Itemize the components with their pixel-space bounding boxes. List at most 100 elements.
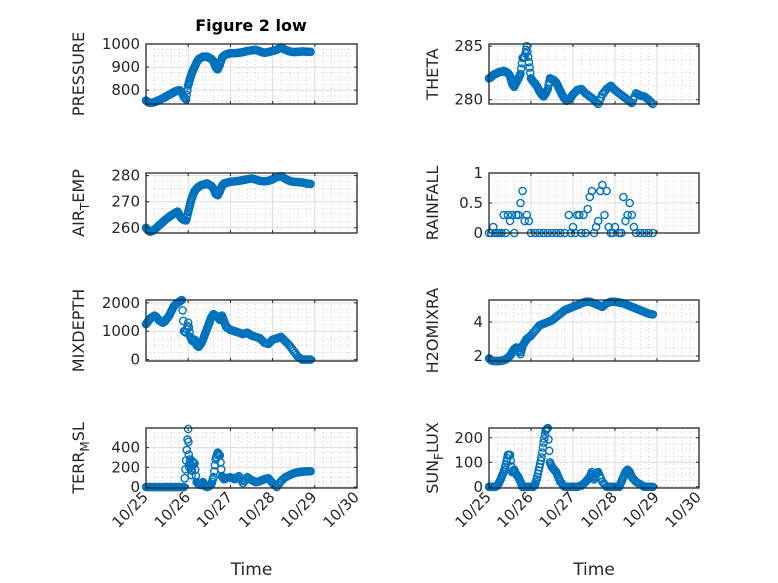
y-tick-label: 280: [111, 167, 140, 185]
x-axis-label: Time: [230, 560, 273, 580]
y-tick-label: 1000: [102, 322, 140, 340]
axes-box: [488, 427, 700, 489]
y-tick-label: 260: [111, 219, 140, 237]
data-point: [537, 453, 546, 462]
data-point: [184, 437, 193, 447]
data-point: [178, 306, 187, 315]
y-tick-label: 0.5: [459, 194, 483, 212]
y-tick-label: 4: [473, 313, 483, 331]
data-point: [516, 198, 525, 208]
data-point: [209, 472, 218, 482]
data-point: [179, 482, 189, 492]
data-point: [522, 41, 532, 51]
data-point: [306, 355, 315, 364]
subplot-terr_msl: 020040010/2510/2610/2710/2810/2910/30Tim…: [69, 422, 363, 580]
y-tick-label: 0: [130, 478, 140, 496]
data-point: [525, 63, 534, 72]
data-point: [183, 318, 193, 327]
y-axis-label: PRESSURE: [69, 32, 88, 116]
data-point: [306, 179, 315, 189]
data-point: [583, 204, 593, 214]
data-point: [183, 85, 192, 95]
axes-box: [488, 299, 700, 362]
data-point: [190, 465, 200, 474]
subplot-h2omixra: 2 4 H2OMIXRA: [423, 288, 700, 374]
data-point: [181, 95, 191, 104]
data-point: [536, 456, 546, 465]
data-point: [185, 327, 194, 337]
y-axis-label: MIXDEPTH: [69, 289, 88, 372]
data-point: [180, 473, 189, 483]
y-axis-label: RAINFALL: [423, 166, 442, 241]
y-tick-label: 900: [111, 58, 140, 76]
data-point: [282, 338, 291, 347]
y-tick-label: 270: [111, 193, 140, 211]
subplot-theta: 280 285 THETA: [423, 37, 700, 109]
y-tick-label: 100: [454, 453, 483, 471]
data-point: [540, 434, 549, 443]
x-tick-label: 10/26: [494, 488, 537, 531]
series-markers: [484, 41, 658, 109]
x-tick-label: 10/27: [193, 488, 236, 531]
data-point: [587, 186, 597, 196]
data-point: [627, 210, 637, 220]
data-point: [514, 210, 523, 220]
y-tick-label: 200: [454, 429, 483, 447]
y-axis-label: THETA: [423, 48, 442, 100]
data-point: [523, 52, 533, 62]
data-point: [523, 47, 532, 56]
series-markers: [141, 171, 315, 236]
y-tick-label: 0: [473, 224, 483, 242]
x-tick-label: 10/28: [578, 488, 621, 531]
data-point: [619, 192, 628, 202]
y-tick-label: 0: [130, 351, 140, 369]
subplot-pressure: 800 900 1000 PRESSURE: [69, 32, 358, 116]
y-tick-label: 285: [454, 37, 483, 55]
data-point: [178, 316, 188, 326]
data-point: [647, 98, 656, 107]
subplot-air_temp: 260 270 280 AIRTEMP: [69, 167, 358, 237]
data-point: [306, 466, 315, 476]
y-tick-label: 0: [473, 478, 483, 496]
data-point: [306, 47, 315, 57]
y-axis-label: TERRMSL: [69, 422, 92, 495]
x-tick-label: 10/29: [620, 488, 663, 531]
y-axis-label: SUNFLUX: [423, 422, 446, 494]
y-axis-label: H2OMIXRA: [423, 288, 442, 374]
data-point: [524, 216, 534, 226]
x-tick-label: 10/28: [235, 488, 278, 531]
data-point: [602, 186, 611, 196]
axes-box: [145, 427, 358, 489]
series-markers: [141, 43, 315, 108]
axes-box: [488, 43, 700, 105]
data-point: [579, 210, 588, 220]
y-tick-label: 1: [473, 164, 483, 182]
y-tick-label: 1000: [102, 35, 140, 53]
data-point: [499, 210, 509, 220]
data-point: [625, 198, 635, 208]
data-point: [564, 210, 574, 220]
y-tick-label: 280: [454, 91, 483, 109]
series-markers: [141, 295, 315, 364]
y-tick-label: 800: [111, 81, 140, 99]
axes-box: [145, 299, 358, 362]
y-tick-label: 2000: [102, 294, 140, 312]
data-point: [190, 459, 199, 468]
data-point: [507, 210, 517, 220]
data-point: [593, 216, 603, 226]
y-tick-label: 200: [111, 458, 140, 476]
subplot-sun_flux: 010020010/2510/2610/2710/2810/2910/30Tim…: [423, 422, 705, 580]
subplot-rainfall: 0 0.5 1 RAINFALL: [423, 164, 700, 242]
axes-box: [145, 43, 358, 105]
data-point: [505, 450, 515, 460]
data-point: [598, 180, 607, 190]
y-tick-label: 2: [473, 347, 483, 365]
data-point: [544, 446, 554, 456]
subplot-mixdepth: 0 1000 2000 MIXDEPTH: [69, 289, 358, 372]
data-point: [524, 57, 534, 67]
data-point: [575, 210, 584, 220]
figure-title: Figure 2 low: [195, 16, 307, 35]
data-point: [648, 482, 658, 492]
